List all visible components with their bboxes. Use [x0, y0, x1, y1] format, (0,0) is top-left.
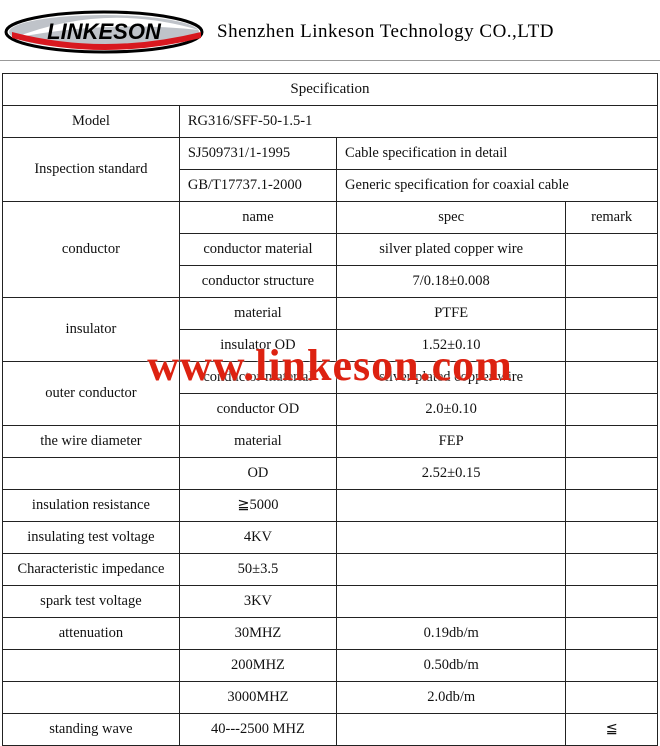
- cond-r1-spec: silver plated copper wire: [337, 234, 566, 266]
- sw-label: standing wave: [3, 714, 180, 746]
- ci-value: 50±3.5: [179, 554, 336, 586]
- sw-remark: ≦: [566, 714, 658, 746]
- stv-spec: [337, 586, 566, 618]
- ins-r1-remark: [566, 298, 658, 330]
- att-r1-val: 0.19db/m: [337, 618, 566, 650]
- inspection-row-1: Inspection standard SJ509731/1-1995 Cabl…: [3, 138, 658, 170]
- wd-r2-remark: [566, 458, 658, 490]
- oc-r2-name: conductor OD: [179, 394, 336, 426]
- column-header-row: conductor name spec remark: [3, 202, 658, 234]
- att-label: attenuation: [3, 618, 180, 650]
- model-row: Model RG316/SFF-50-1.5-1: [3, 106, 658, 138]
- ir-remark: [566, 490, 658, 522]
- insul-test-voltage-row: insulating test voltage 4KV: [3, 522, 658, 554]
- ins-r1-name: material: [179, 298, 336, 330]
- ci-remark: [566, 554, 658, 586]
- title-row: Specification: [3, 74, 658, 106]
- cond-r2-name: conductor structure: [179, 266, 336, 298]
- wd-r1-spec: FEP: [337, 426, 566, 458]
- attenuation-row-1: attenuation 30MHZ 0.19db/m: [3, 618, 658, 650]
- stv-remark: [566, 586, 658, 618]
- outer-cond-label: outer conductor: [3, 362, 180, 426]
- att-r3-val: 2.0db/m: [337, 682, 566, 714]
- wire-dia-row-2: OD 2.52±0.15: [3, 458, 658, 490]
- ir-label: insulation resistance: [3, 490, 180, 522]
- att-r3-freq: 3000MHZ: [179, 682, 336, 714]
- att-r2-label: [3, 650, 180, 682]
- cond-r1-name: conductor material: [179, 234, 336, 266]
- ir-spec: [337, 490, 566, 522]
- wire-dia-row-1: the wire diameter material FEP: [3, 426, 658, 458]
- att-r2-val: 0.50db/m: [337, 650, 566, 682]
- wd-r1-remark: [566, 426, 658, 458]
- linkeson-logo: LINKESON: [4, 8, 209, 56]
- oc-r2-remark: [566, 394, 658, 426]
- ci-spec: [337, 554, 566, 586]
- stv-value: 3KV: [179, 586, 336, 618]
- itv-value: 4KV: [179, 522, 336, 554]
- att-r3-remark: [566, 682, 658, 714]
- insulator-row-1: insulator material PTFE: [3, 298, 658, 330]
- cond-r2-remark: [566, 266, 658, 298]
- model-label: Model: [3, 106, 180, 138]
- col-spec: spec: [337, 202, 566, 234]
- inspection-label: Inspection standard: [3, 138, 180, 202]
- logo-text: LINKESON: [47, 19, 162, 44]
- inspection-std-1: SJ509731/1-1995: [179, 138, 336, 170]
- ins-r2-remark: [566, 330, 658, 362]
- col-name: name: [179, 202, 336, 234]
- outer-cond-row-1: outer conductor conductor material silve…: [3, 362, 658, 394]
- ins-r2-name: insulator OD: [179, 330, 336, 362]
- ir-value: ≧5000: [179, 490, 336, 522]
- attenuation-row-3: 3000MHZ 2.0db/m: [3, 682, 658, 714]
- char-impedance-row: Characteristic impedance 50±3.5: [3, 554, 658, 586]
- att-r1-freq: 30MHZ: [179, 618, 336, 650]
- att-r3-label: [3, 682, 180, 714]
- sw-value: 40---2500 MHZ: [179, 714, 336, 746]
- wd-r2-label: [3, 458, 180, 490]
- cond-r2-spec: 7/0.18±0.008: [337, 266, 566, 298]
- model-value: RG316/SFF-50-1.5-1: [179, 106, 657, 138]
- oc-r2-spec: 2.0±0.10: [337, 394, 566, 426]
- ins-r2-spec: 1.52±0.10: [337, 330, 566, 362]
- spec-title: Specification: [3, 74, 658, 106]
- ci-label: Characteristic impedance: [3, 554, 180, 586]
- insulation-resistance-row: insulation resistance ≧5000: [3, 490, 658, 522]
- inspection-desc-2: Generic specification for coaxial cable: [337, 170, 658, 202]
- cond-r1-remark: [566, 234, 658, 266]
- attenuation-row-2: 200MHZ 0.50db/m: [3, 650, 658, 682]
- wd-r2-name: OD: [179, 458, 336, 490]
- oc-r1-name: conductor material: [179, 362, 336, 394]
- inspection-std-2: GB/T17737.1-2000: [179, 170, 336, 202]
- wd-r1-name: material: [179, 426, 336, 458]
- insulator-label: insulator: [3, 298, 180, 362]
- stv-label: spark test voltage: [3, 586, 180, 618]
- col-remark: remark: [566, 202, 658, 234]
- att-r1-remark: [566, 618, 658, 650]
- standing-wave-row: standing wave 40---2500 MHZ ≦: [3, 714, 658, 746]
- att-r2-remark: [566, 650, 658, 682]
- company-name: Shenzhen Linkeson Technology CO.,LTD: [217, 21, 554, 43]
- header: LINKESON Shenzhen Linkeson Technology CO…: [0, 0, 660, 61]
- conductor-label: conductor: [3, 202, 180, 298]
- wd-r2-spec: 2.52±0.15: [337, 458, 566, 490]
- itv-label: insulating test voltage: [3, 522, 180, 554]
- spark-test-voltage-row: spark test voltage 3KV: [3, 586, 658, 618]
- sw-spec: [337, 714, 566, 746]
- wire-dia-label: the wire diameter: [3, 426, 180, 458]
- spec-table: Specification Model RG316/SFF-50-1.5-1 I…: [2, 73, 658, 746]
- itv-spec: [337, 522, 566, 554]
- itv-remark: [566, 522, 658, 554]
- att-r2-freq: 200MHZ: [179, 650, 336, 682]
- ins-r1-spec: PTFE: [337, 298, 566, 330]
- oc-r1-remark: [566, 362, 658, 394]
- oc-r1-spec: silver plated copper wire: [337, 362, 566, 394]
- inspection-desc-1: Cable specification in detail: [337, 138, 658, 170]
